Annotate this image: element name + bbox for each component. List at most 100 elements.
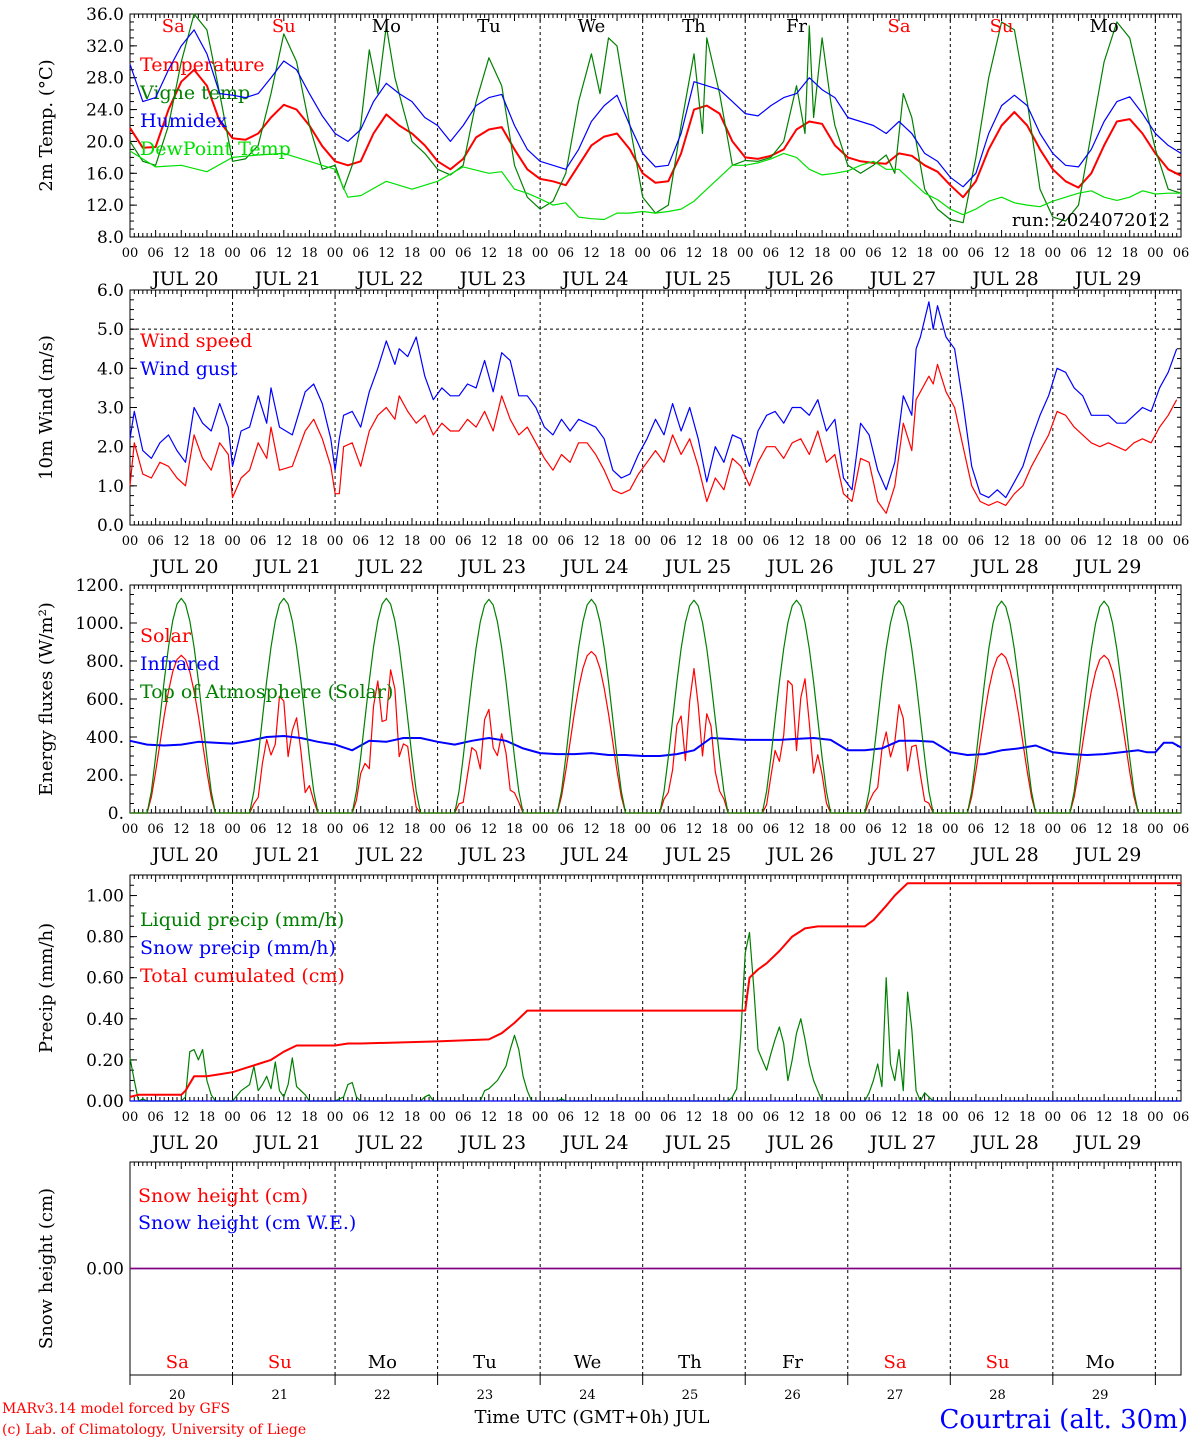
day-number-label: 23 <box>477 1388 494 1403</box>
legend-infrared: Infrared <box>140 653 220 675</box>
hour-tick-label: 00 <box>1147 1110 1164 1125</box>
day-of-week-label: Sa <box>162 16 185 37</box>
hour-tick-label: 06 <box>1173 246 1190 261</box>
y-tick-label: 0.40 <box>86 1010 124 1030</box>
hour-tick-label: 00 <box>737 822 754 837</box>
hour-tick-label: 06 <box>660 534 677 549</box>
date-label: JUL 21 <box>253 844 321 866</box>
hour-tick-label: 12 <box>1096 822 1113 837</box>
hour-tick-label: 18 <box>916 1110 933 1125</box>
date-label: JUL 20 <box>150 1132 218 1154</box>
hour-tick-label: 06 <box>968 246 985 261</box>
hour-tick-label: 18 <box>404 1110 421 1125</box>
date-label: JUL 20 <box>150 268 218 290</box>
hour-tick-label: 06 <box>865 822 882 837</box>
legend-snow-height-cm-: Snow height (cm) <box>138 1185 308 1207</box>
hour-tick-label: 18 <box>301 1110 318 1125</box>
hour-tick-label: 00 <box>429 1110 446 1125</box>
hour-tick-label: 00 <box>737 246 754 261</box>
hour-tick-label: 18 <box>506 534 523 549</box>
day-of-week-label: Su <box>272 16 296 37</box>
run-annotation: run: 2024072012 <box>1012 210 1170 231</box>
hour-tick-label: 12 <box>378 1110 395 1125</box>
y-tick-label: 6.0 <box>97 281 124 301</box>
hour-tick-label: 00 <box>429 534 446 549</box>
hour-tick-label: 00 <box>737 1110 754 1125</box>
day-number-label: 24 <box>579 1388 596 1403</box>
day-of-week-label: We <box>574 1352 602 1373</box>
hour-tick-label: 12 <box>686 534 703 549</box>
hour-tick-label: 12 <box>1096 534 1113 549</box>
day-number-label: 28 <box>989 1388 1006 1403</box>
day-number-label: 29 <box>1092 1388 1109 1403</box>
date-label: JUL 28 <box>970 556 1038 578</box>
hour-tick-label: 06 <box>250 822 267 837</box>
hour-tick-label: 00 <box>327 822 344 837</box>
legend-dewpoint-temp: DewPoint Temp <box>140 138 291 160</box>
hour-tick-label: 18 <box>404 822 421 837</box>
y-tick-label: 20.0 <box>86 132 124 152</box>
meteogram-content: 8.0 12.0 16.0 20.0 24.0 28.0 32.0 36.0 2m Temp. … <box>36 5 1189 1403</box>
hour-tick-label: 12 <box>686 822 703 837</box>
hour-tick-label: 00 <box>1045 246 1062 261</box>
hour-tick-label: 00 <box>429 822 446 837</box>
date-label: JUL 26 <box>765 1132 833 1154</box>
hour-tick-label: 12 <box>993 534 1010 549</box>
hour-tick-label: 06 <box>352 1110 369 1125</box>
date-label: JUL 23 <box>458 268 526 290</box>
hour-tick-label: 12 <box>891 246 908 261</box>
hour-tick-label: 12 <box>173 1110 190 1125</box>
legend-liquid-precip-mm-h-: Liquid precip (mm/h) <box>140 909 344 931</box>
hour-tick-label: 18 <box>301 246 318 261</box>
y-tick-label: 2.0 <box>97 438 124 458</box>
date-label: JUL 25 <box>663 556 731 578</box>
hour-tick-label: 06 <box>147 246 164 261</box>
plot-frame-temperature <box>129 13 1182 238</box>
hour-tick-label: 06 <box>763 822 780 837</box>
hour-tick-label: 06 <box>147 822 164 837</box>
legend-humidex: Humidex <box>140 110 227 132</box>
hour-tick-label: 06 <box>865 246 882 261</box>
y-axis-title: 2m Temp. (°C) <box>36 59 57 191</box>
date-label: JUL 25 <box>663 268 731 290</box>
day-number-label: 22 <box>374 1388 391 1403</box>
hour-tick-label: 12 <box>583 534 600 549</box>
hour-tick-label: 12 <box>788 1110 805 1125</box>
date-label: JUL 29 <box>1073 844 1141 866</box>
date-label: JUL 21 <box>253 268 321 290</box>
hour-tick-label: 06 <box>660 246 677 261</box>
y-tick-label: 0.00 <box>86 1092 124 1112</box>
date-label: JUL 29 <box>1073 1132 1141 1154</box>
series-line-liquid-precip-mm-h- <box>129 931 1181 1102</box>
hour-tick-label: 00 <box>224 246 241 261</box>
day-of-week-label: Th <box>678 1352 702 1373</box>
station-name: Courtrai (alt. 30m) <box>940 1405 1189 1435</box>
day-of-week-label: Th <box>682 16 706 37</box>
hour-tick-label: 12 <box>378 822 395 837</box>
date-label: JUL 26 <box>765 556 833 578</box>
hour-tick-label: 00 <box>429 246 446 261</box>
date-label: JUL 24 <box>560 268 628 290</box>
hour-tick-label: 00 <box>839 246 856 261</box>
hour-tick-label: 06 <box>763 534 780 549</box>
series-line-humidex <box>129 29 1182 188</box>
day-of-week-label: Mo <box>372 16 401 37</box>
series-line-solar <box>130 650 1181 814</box>
hour-tick-label: 06 <box>455 822 472 837</box>
hour-tick-label: 06 <box>250 246 267 261</box>
date-label: JUL 22 <box>355 844 423 866</box>
day-of-week-label: We <box>578 16 606 37</box>
plot-frame-wind <box>129 289 1182 526</box>
hour-tick-label: 12 <box>583 1110 600 1125</box>
day-number-label: 27 <box>887 1388 904 1403</box>
hour-tick-label: 00 <box>1045 534 1062 549</box>
hour-tick-label: 12 <box>891 534 908 549</box>
hour-tick-label: 06 <box>352 822 369 837</box>
hour-tick-label: 18 <box>711 246 728 261</box>
hour-tick-label: 18 <box>1019 1110 1036 1125</box>
date-label: JUL 26 <box>765 268 833 290</box>
hour-tick-label: 12 <box>481 246 498 261</box>
hour-tick-label: 06 <box>1173 1110 1190 1125</box>
hour-tick-label: 00 <box>327 246 344 261</box>
legend-wind-speed: Wind speed <box>140 330 252 352</box>
